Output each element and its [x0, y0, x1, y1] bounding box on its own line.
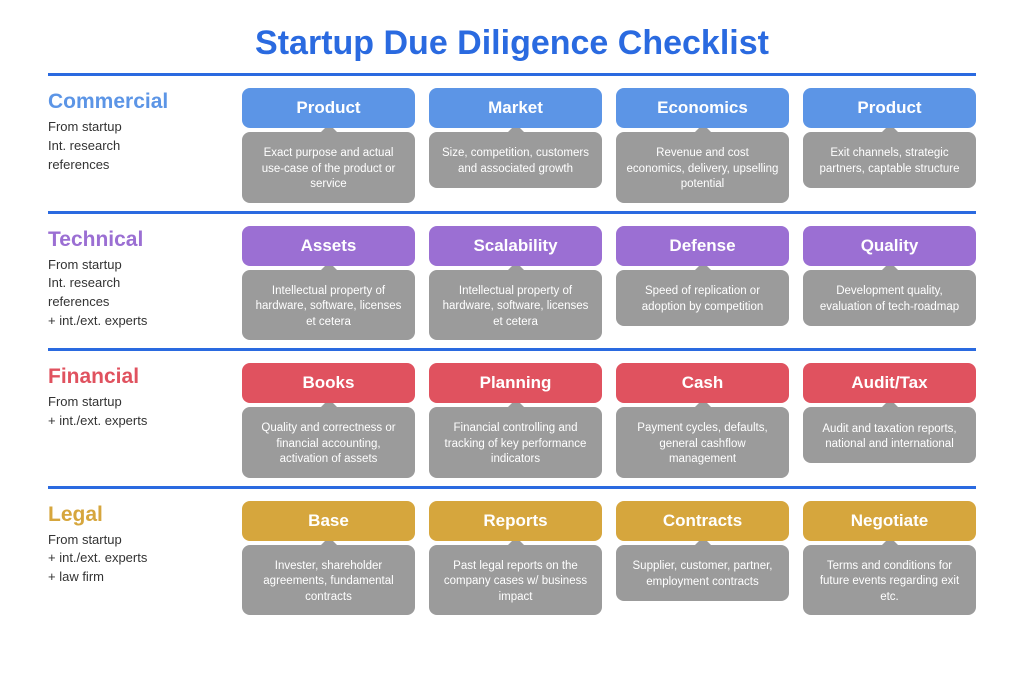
- card-title: Market: [429, 88, 602, 128]
- card-desc: Audit and taxation reports, national and…: [803, 407, 976, 463]
- card-title: Economics: [616, 88, 789, 128]
- card: Contracts Supplier, customer, partner, em…: [616, 501, 789, 616]
- card-desc-text: Invester, shareholder agreements, fundam…: [252, 559, 405, 606]
- section-label: Legal: [48, 503, 228, 527]
- card-desc-text: Terms and conditions for future events r…: [813, 559, 966, 606]
- card-desc: Development quality, evaluation of tech-…: [803, 270, 976, 326]
- page-title: Startup Due Diligence Checklist: [48, 24, 976, 63]
- section-source-line: + int./ext. experts: [48, 412, 228, 431]
- card-desc: Financial controlling and tracking of ke…: [429, 407, 602, 478]
- card-desc-text: Past legal reports on the company cases …: [439, 559, 592, 606]
- card-desc: Intellectual property of hardware, softw…: [429, 270, 602, 341]
- card: Negotiate Terms and conditions for future…: [803, 501, 976, 616]
- card-desc: Exact purpose and actual use-case of the…: [242, 132, 415, 203]
- section-label: Financial: [48, 365, 228, 389]
- card: Economics Revenue and cost economics, del…: [616, 88, 789, 203]
- card-title: Quality: [803, 226, 976, 266]
- card-desc: Invester, shareholder agreements, fundam…: [242, 545, 415, 616]
- card-desc-text: Intellectual property of hardware, softw…: [439, 284, 592, 331]
- section-source-line: + int./ext. experts: [48, 312, 228, 331]
- section-left: Technical From startupInt. researchrefere…: [48, 226, 228, 331]
- card-title: Base: [242, 501, 415, 541]
- card-title: Cash: [616, 363, 789, 403]
- section-source-line: + int./ext. experts: [48, 549, 228, 568]
- card: Product Exit channels, strategic partners…: [803, 88, 976, 203]
- card: Reports Past legal reports on the company…: [429, 501, 602, 616]
- section-label: Commercial: [48, 90, 228, 114]
- section-source-line: references: [48, 293, 228, 312]
- card-desc-text: Exact purpose and actual use-case of the…: [252, 146, 405, 193]
- card-desc: Terms and conditions for future events r…: [803, 545, 976, 616]
- section-left: Financial From startup+ int./ext. experts: [48, 363, 228, 431]
- card-desc: Quality and correctness or financial acc…: [242, 407, 415, 478]
- card: Product Exact purpose and actual use-case…: [242, 88, 415, 203]
- card-title: Reports: [429, 501, 602, 541]
- section-source-line: From startup: [48, 393, 228, 412]
- card-desc-text: Exit channels, strategic partners, capta…: [813, 146, 966, 177]
- card-title: Product: [803, 88, 976, 128]
- card-desc-text: Size, competition, customers and associa…: [439, 146, 592, 177]
- card-desc: Exit channels, strategic partners, capta…: [803, 132, 976, 188]
- card: Assets Intellectual property of hardware,…: [242, 226, 415, 341]
- card-title: Assets: [242, 226, 415, 266]
- card-desc: Payment cycles, defaults, general cashfl…: [616, 407, 789, 478]
- card-desc: Size, competition, customers and associa…: [429, 132, 602, 188]
- section-cards: Assets Intellectual property of hardware,…: [242, 226, 976, 341]
- section-source-line: From startup: [48, 256, 228, 275]
- section-left: Commercial From startupInt. researchrefer…: [48, 88, 228, 175]
- card-desc-text: Intellectual property of hardware, softw…: [252, 284, 405, 331]
- card-desc-text: Speed of replication or adoption by comp…: [626, 284, 779, 315]
- card-desc: Supplier, customer, partner, employment …: [616, 545, 789, 601]
- card: Planning Financial controlling and tracki…: [429, 363, 602, 478]
- section-source-line: references: [48, 156, 228, 175]
- card-desc-text: Audit and taxation reports, national and…: [813, 422, 966, 453]
- card: Books Quality and correctness or financia…: [242, 363, 415, 478]
- card-desc-text: Quality and correctness or financial acc…: [252, 421, 405, 468]
- card-desc-text: Financial controlling and tracking of ke…: [439, 421, 592, 468]
- card-title: Product: [242, 88, 415, 128]
- card-desc: Intellectual property of hardware, softw…: [242, 270, 415, 341]
- section-source-line: From startup: [48, 531, 228, 550]
- card: Cash Payment cycles, defaults, general ca…: [616, 363, 789, 478]
- section-financial: Financial From startup+ int./ext. experts…: [48, 348, 976, 486]
- card-title: Audit/Tax: [803, 363, 976, 403]
- card: Base Invester, shareholder agreements, fu…: [242, 501, 415, 616]
- section-label: Technical: [48, 228, 228, 252]
- section-cards: Books Quality and correctness or financia…: [242, 363, 976, 478]
- card-title: Defense: [616, 226, 789, 266]
- card-title: Contracts: [616, 501, 789, 541]
- card-title: Scalability: [429, 226, 602, 266]
- section-technical: Technical From startupInt. researchrefere…: [48, 211, 976, 349]
- card-desc-text: Revenue and cost economics, delivery, up…: [626, 146, 779, 193]
- card-desc-text: Supplier, customer, partner, employment …: [626, 559, 779, 590]
- card-desc: Speed of replication or adoption by comp…: [616, 270, 789, 326]
- card-desc-text: Payment cycles, defaults, general cashfl…: [626, 421, 779, 468]
- section-commercial: Commercial From startupInt. researchrefer…: [48, 73, 976, 211]
- card-desc: Past legal reports on the company cases …: [429, 545, 602, 616]
- card: Defense Speed of replication or adoption …: [616, 226, 789, 341]
- card-desc-text: Development quality, evaluation of tech-…: [813, 284, 966, 315]
- section-cards: Product Exact purpose and actual use-case…: [242, 88, 976, 203]
- card: Audit/Tax Audit and taxation reports, nat…: [803, 363, 976, 478]
- card-desc: Revenue and cost economics, delivery, up…: [616, 132, 789, 203]
- section-legal: Legal From startup+ int./ext. experts+ la…: [48, 486, 976, 624]
- section-cards: Base Invester, shareholder agreements, fu…: [242, 501, 976, 616]
- section-source-line: Int. research: [48, 274, 228, 293]
- card-title: Planning: [429, 363, 602, 403]
- card: Quality Development quality, evaluation o…: [803, 226, 976, 341]
- card: Scalability Intellectual property of hard…: [429, 226, 602, 341]
- section-left: Legal From startup+ int./ext. experts+ la…: [48, 501, 228, 588]
- card-title: Books: [242, 363, 415, 403]
- section-source-line: + law firm: [48, 568, 228, 587]
- section-source-line: Int. research: [48, 137, 228, 156]
- section-source-line: From startup: [48, 118, 228, 137]
- card-title: Negotiate: [803, 501, 976, 541]
- card: Market Size, competition, customers and a…: [429, 88, 602, 203]
